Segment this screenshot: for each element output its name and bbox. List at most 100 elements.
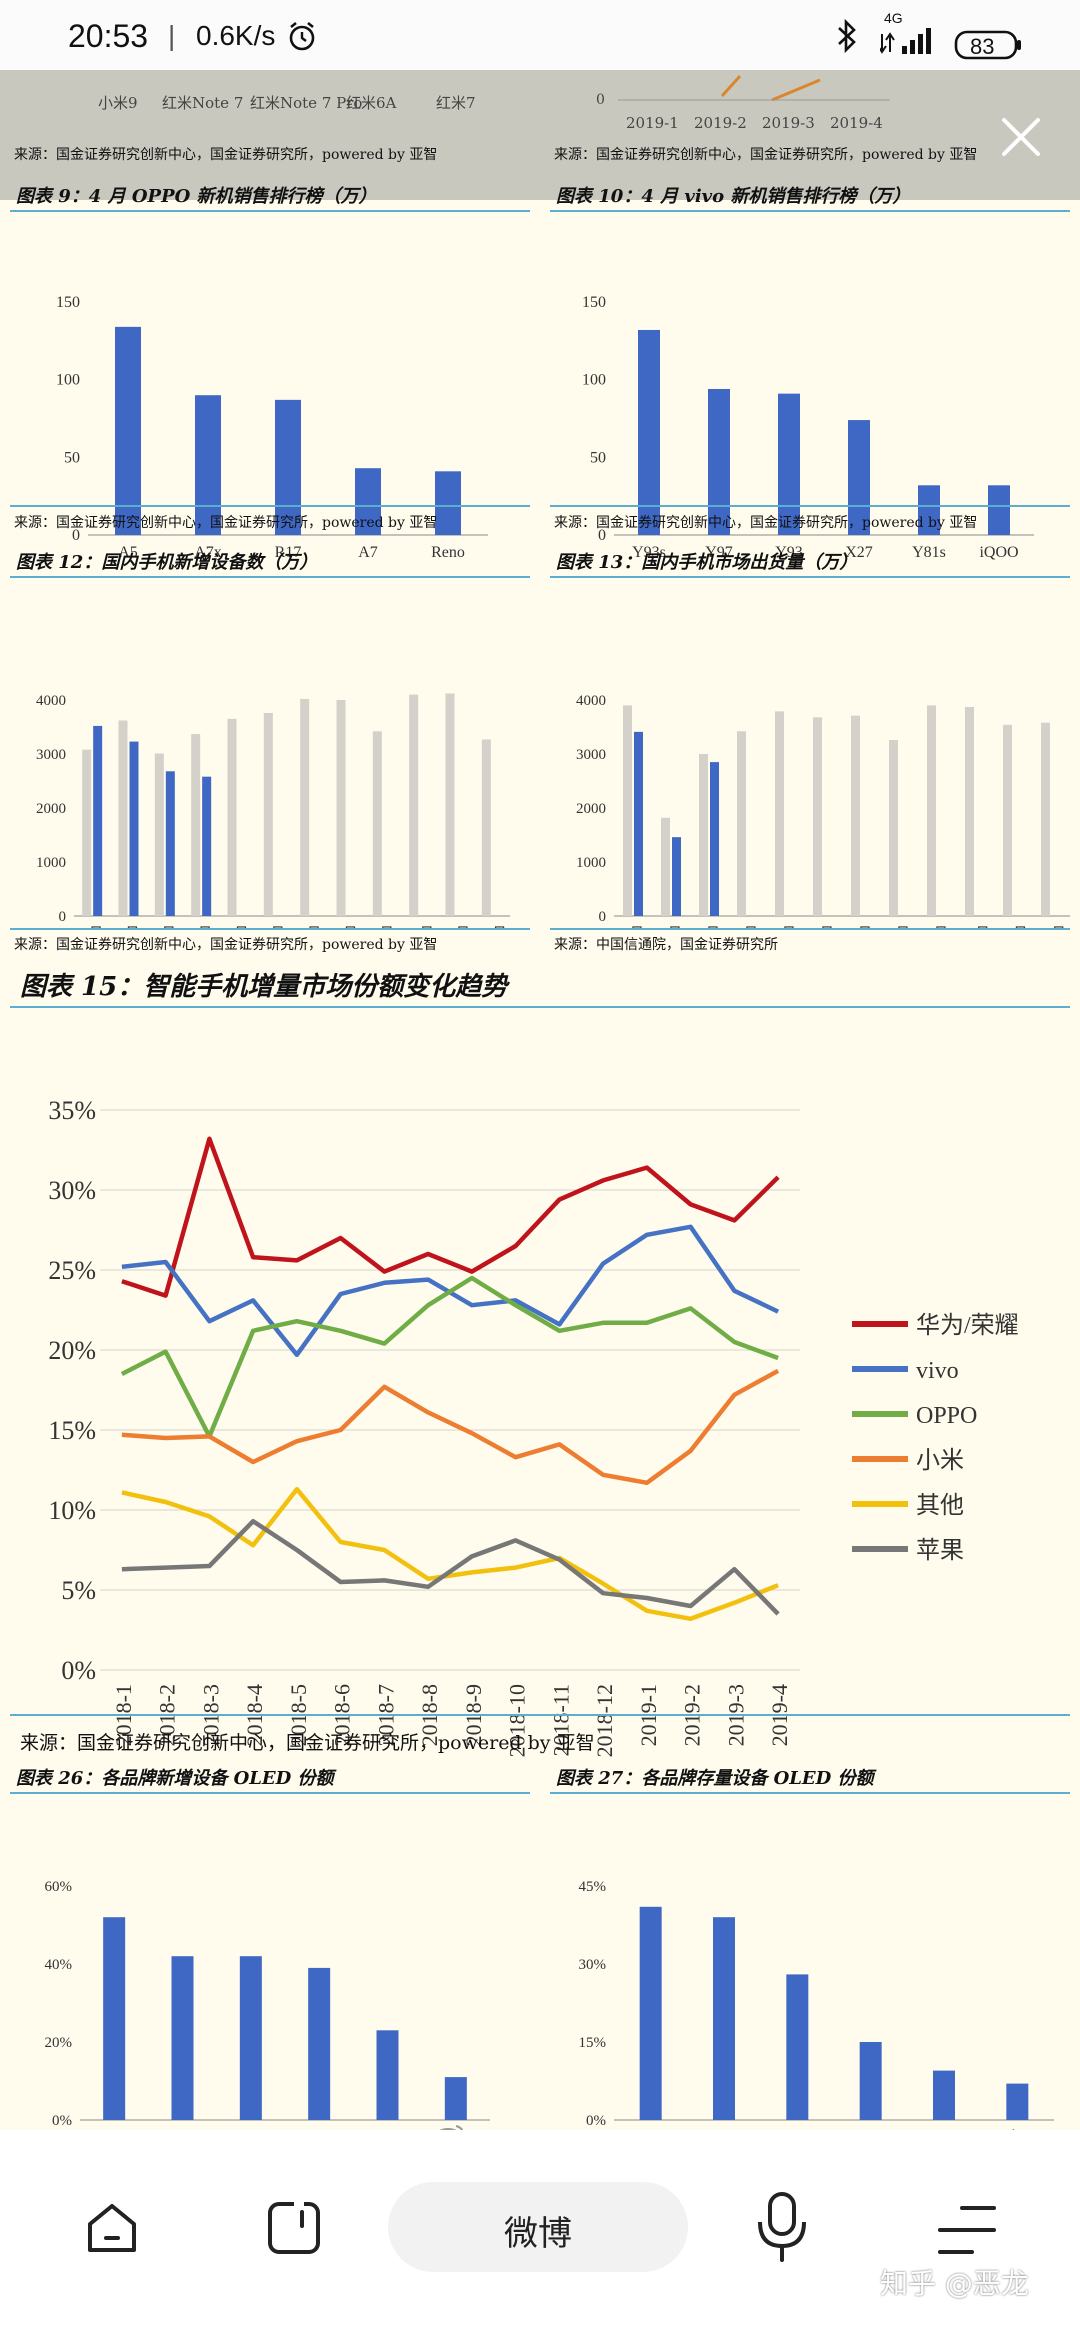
- y-tick-label: 4000: [576, 693, 606, 709]
- vivo-sales-chart: 0 50 100 150 Y93s Y97 Y93 X27 Y81s iQOO: [582, 294, 1034, 561]
- prev-label: 2019-1: [626, 114, 679, 132]
- bar: [988, 485, 1010, 535]
- y-tick-label: 3000: [36, 747, 66, 763]
- battery-level: 83: [970, 34, 995, 59]
- oled-existing-devices-chart: 0%15%30%45%vivoOPPO其他苹果小米华为&荣耀: [579, 1879, 1054, 2130]
- bar-2018年: [118, 720, 128, 916]
- bar: [115, 326, 141, 535]
- image-viewer[interactable]: 小米9 红米Note 7 红米Note 7 Pro 红米6A 红米7 0 201…: [0, 70, 1080, 2167]
- close-icon[interactable]: [996, 112, 1046, 162]
- chart-title: 图表 12：国内手机新增设备数（万）: [16, 552, 318, 573]
- bar-2018年: [409, 694, 419, 916]
- bar: [171, 1956, 194, 2120]
- y-tick-label: 3000: [576, 747, 606, 763]
- shipments-chart: 010002000300040001月2月3月4月5月6月7月8月9月10月11…: [576, 693, 1070, 930]
- y-tick-label: 45%: [579, 1879, 607, 1895]
- bar-2019年: [202, 776, 212, 916]
- prev-label: 红米7: [436, 94, 476, 112]
- tabs-icon[interactable]: [264, 2198, 324, 2258]
- y-tick-label: 30%: [579, 1957, 607, 1973]
- source-note: 来源：国金证券研究创新中心，国金证券研究所，powered by 亚智: [14, 515, 438, 531]
- y-tick-label: 1000: [36, 855, 66, 871]
- bar: [859, 2042, 882, 2120]
- prev-label: 2019-4: [830, 114, 883, 132]
- bar: [918, 485, 940, 535]
- source-rule: [550, 505, 1070, 507]
- bar-2018年: [851, 715, 860, 916]
- x-tick-label: Y93: [775, 544, 803, 561]
- bar: [103, 1917, 126, 2120]
- x-tick-label: Reno: [431, 544, 465, 561]
- source-note: 来源：国金证券研究创新中心，国金证券研究所，powered by 亚智: [14, 937, 438, 953]
- network-type: 4G: [884, 10, 903, 26]
- bar-2019年: [93, 725, 103, 916]
- y-tick-label: 0: [599, 909, 607, 925]
- chart-title: 图表 13：国内手机市场出货量（万）: [556, 552, 858, 573]
- x-tick-label: Y93s: [632, 544, 666, 561]
- bar-2018年: [1003, 724, 1012, 916]
- search-bar[interactable]: 微博: [388, 2182, 688, 2272]
- y-tick-label: 100: [582, 372, 606, 389]
- bar-2018年: [227, 718, 237, 916]
- title-rule: [550, 210, 1070, 212]
- source-rule: [10, 928, 530, 930]
- legend-label: 其他: [916, 1492, 964, 1519]
- series-line-小米: [121, 1368, 780, 1486]
- viewer-top-overlay: [0, 70, 1080, 200]
- home-icon[interactable]: [82, 2198, 142, 2258]
- y-tick-label: 0: [598, 527, 606, 544]
- source-note: 来源：中国信通院，国金证券研究所: [554, 937, 778, 953]
- bar-2019年: [672, 837, 681, 916]
- legend-label: 小米: [916, 1447, 964, 1474]
- bar-2018年: [927, 705, 936, 916]
- legend-label: 华为/荣耀: [916, 1312, 1019, 1339]
- bar-2018年: [263, 712, 273, 916]
- bar-2018年: [737, 731, 746, 916]
- bar-2018年: [889, 739, 898, 916]
- bar-2018年: [336, 700, 346, 916]
- bar: [1006, 2083, 1029, 2120]
- bar-2018年: [481, 739, 491, 916]
- y-tick-label: 1000: [576, 855, 606, 871]
- bar-2018年: [623, 705, 632, 916]
- microphone-icon[interactable]: [754, 2190, 810, 2264]
- bluetooth-icon: [838, 18, 856, 54]
- bar-2019年: [710, 762, 719, 916]
- signal-icon: [880, 28, 931, 54]
- y-tick-label: 40%: [45, 1957, 73, 1973]
- series-line-其他: [121, 1486, 779, 1622]
- prev-label: 红米6A: [346, 94, 397, 112]
- x-tick-label: iQOO: [979, 544, 1018, 561]
- chart-title: 图表 10：4 月 vivo 新机销售排行榜（万）: [556, 186, 911, 207]
- y-tick-label: 0: [72, 527, 80, 544]
- bar: [778, 393, 800, 535]
- new-devices-chart: 010002000300040001月2月3月4月5月6月7月8月9月10月11…: [36, 693, 510, 930]
- y-tick-label: 150: [582, 294, 606, 311]
- menu-icon[interactable]: [932, 2200, 1002, 2260]
- bar-2018年: [191, 734, 201, 916]
- status-time: 20:53: [68, 18, 149, 54]
- bar-2018年: [154, 753, 164, 916]
- y-tick-label: 50: [590, 449, 606, 466]
- bar-2018年: [1041, 722, 1050, 916]
- source-rule: [10, 505, 530, 507]
- search-bar-label: 微博: [504, 2214, 572, 2254]
- prev-label: 红米Note 7: [162, 94, 244, 112]
- y-tick-label: 10%: [48, 1496, 96, 1525]
- bar-2018年: [699, 754, 708, 916]
- prev-label: 小米9: [98, 94, 138, 112]
- x-tick-label: A7: [358, 544, 378, 561]
- source-note: 来源：国金证券研究创新中心，国金证券研究所，powered by 亚智: [20, 1732, 595, 1754]
- source-note: 来源：国金证券研究创新中心，国金证券研究所，powered by 亚智: [14, 147, 438, 163]
- x-tick-label: Y81s: [912, 544, 946, 561]
- title-rule: [10, 210, 530, 212]
- y-tick-label: 20%: [48, 1336, 96, 1365]
- x-tick-label: 2018-10: [505, 1684, 530, 1757]
- bar-2018年: [775, 711, 784, 916]
- bar-2019年: [634, 731, 643, 916]
- y-tick-label: 0%: [61, 1656, 96, 1685]
- battery-icon: [954, 30, 1021, 60]
- y-tick-label: 0: [59, 909, 67, 925]
- y-tick-label: 0%: [586, 2113, 606, 2129]
- y-tick-label: 150: [56, 294, 80, 311]
